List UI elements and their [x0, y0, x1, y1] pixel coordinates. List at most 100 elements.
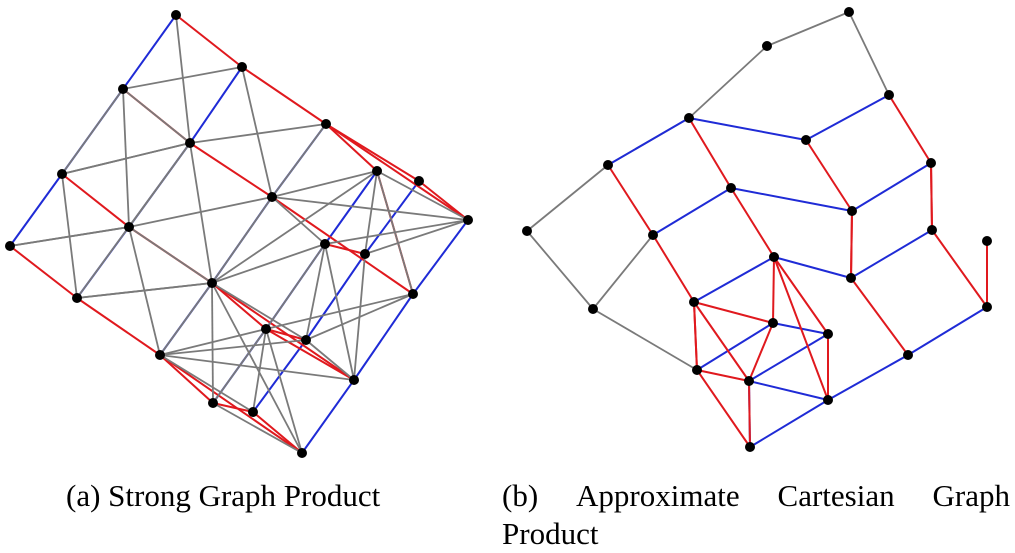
- cartesian-product-gray-edge: [766, 11, 850, 47]
- strong-product-red-edge: [252, 411, 303, 454]
- cartesian-product-gray-edge: [526, 164, 609, 232]
- strong-product-gray-edge: [211, 196, 273, 284]
- strong-product-node: [72, 293, 82, 303]
- cartesian-product-red-edge: [730, 187, 775, 258]
- cartesian-product-blue-edge: [748, 380, 829, 401]
- cartesian-product-node: [823, 395, 833, 405]
- cartesian-product-node: [744, 376, 754, 386]
- strong-product-red-edge: [159, 354, 303, 454]
- strong-product-gray-edge: [61, 142, 191, 175]
- strong-product-node: [349, 375, 359, 385]
- cartesian-product-node: [648, 230, 658, 240]
- strong-product-red-edge: [241, 66, 327, 125]
- strong-product-gray-edge: [159, 354, 254, 413]
- strong-product-red-edge: [189, 142, 273, 198]
- strong-product-node: [171, 10, 181, 20]
- strong-product-node: [185, 138, 195, 148]
- strong-product-node: [408, 289, 418, 299]
- cartesian-product-blue-edge: [607, 117, 690, 166]
- strong-product-node: [360, 249, 370, 259]
- cartesian-product-node: [768, 318, 778, 328]
- strong-product-gray-edge: [61, 88, 124, 175]
- cartesian-product-red-edge: [688, 117, 732, 189]
- cartesian-product-blue-edge: [748, 333, 829, 382]
- cartesian-product-red-edge: [693, 301, 774, 324]
- cartesian-product-blue-edge: [773, 256, 852, 279]
- cartesian-product-red-edge: [930, 162, 933, 231]
- strong-product-red-edge: [211, 282, 355, 381]
- strong-product-gray-edge: [305, 243, 326, 341]
- strong-product-gray-edge: [159, 339, 307, 356]
- cartesian-product-node: [846, 273, 856, 283]
- strong-product-blue-edge: [122, 14, 177, 90]
- cartesian-product-node: [769, 252, 779, 262]
- cartesian-product-blue-edge: [696, 322, 774, 371]
- caption-b-label: (b): [502, 478, 539, 513]
- strong-product-blue-edge: [412, 219, 469, 295]
- strong-product-red-edge: [325, 123, 378, 172]
- strong-product-red-edge: [265, 328, 307, 341]
- cartesian-product-node: [801, 135, 811, 145]
- strong-product-gray-edge: [211, 243, 326, 284]
- strong-product-gray-edge: [241, 66, 273, 198]
- cartesian-product-gray-edge: [848, 11, 890, 96]
- strong-product-blue-edge: [324, 170, 378, 245]
- cartesian-product-node: [823, 329, 833, 339]
- cartesian-product-blue-edge: [693, 256, 775, 303]
- strong-product-node: [267, 192, 277, 202]
- cartesian-product-node: [847, 206, 857, 216]
- cartesian-product-blue-edge: [749, 399, 829, 448]
- strong-product-red-edge: [9, 245, 78, 299]
- strong-product-gray-edge: [9, 226, 130, 247]
- strong-product-red-edge: [211, 282, 267, 330]
- cartesian-product-red-edge: [850, 210, 853, 279]
- strong-product-gray-edge: [76, 282, 213, 299]
- strong-product-node: [57, 169, 67, 179]
- strong-product-gray-edge: [305, 339, 355, 381]
- caption-b-word-1: Approximate: [576, 478, 740, 513]
- strong-product-red-edge: [212, 402, 254, 413]
- cartesian-product-blue-edge: [730, 187, 853, 212]
- cartesian-product-node: [588, 304, 598, 314]
- strong-product-node: [372, 166, 382, 176]
- strong-product-gray-edge: [211, 282, 303, 454]
- cartesian-product-blue-edge: [688, 117, 807, 141]
- caption-a-label: (a): [66, 478, 101, 513]
- cartesian-product-red-edge: [696, 369, 751, 448]
- strong-product-node: [321, 119, 331, 129]
- caption-approximate-cartesian-product: (b) Approximate Cartesian Graph Product: [502, 477, 1010, 553]
- cartesian-product-node: [522, 226, 532, 236]
- strong-product-node: [124, 222, 134, 232]
- cartesian-product-red-edge: [772, 256, 775, 324]
- strong-product-gray-edge: [252, 328, 267, 413]
- strong-product-node: [155, 350, 165, 360]
- strong-product-node: [118, 84, 128, 94]
- strong-product-node: [261, 324, 271, 334]
- cartesian-product-node: [903, 350, 913, 360]
- strong-product-blue-edge: [301, 379, 355, 454]
- strong-product-blue-edge: [364, 180, 420, 255]
- strong-product-gray-edge: [211, 282, 307, 341]
- cartesian-product-red-edge: [748, 380, 751, 448]
- cartesian-product-gray-edge: [526, 230, 594, 310]
- strong-product-gray-edge: [128, 196, 273, 228]
- caption-b-word-2: Cartesian: [777, 478, 895, 513]
- cartesian-product-red-edge: [652, 234, 695, 303]
- strong-product-gray-edge: [211, 170, 378, 284]
- strong-product-node: [207, 278, 217, 288]
- cartesian-product-node: [927, 225, 937, 235]
- cartesian-product-node: [692, 365, 702, 375]
- strong-product-gray-edge: [122, 88, 191, 144]
- strong-product-red-edge: [76, 297, 161, 356]
- strong-product-red-edge: [265, 328, 355, 381]
- cartesian-product-red-edge: [773, 256, 829, 401]
- caption-b-line-2: Product: [502, 516, 599, 551]
- strong-graph-product-panel: [5, 10, 473, 458]
- cartesian-product-node: [689, 297, 699, 307]
- strong-product-gray-edge: [189, 142, 213, 284]
- strong-product-blue-edge: [353, 293, 414, 381]
- cartesian-product-gray-edge: [592, 234, 654, 310]
- strong-product-gray-edge: [212, 402, 303, 454]
- strong-product-node: [237, 62, 247, 72]
